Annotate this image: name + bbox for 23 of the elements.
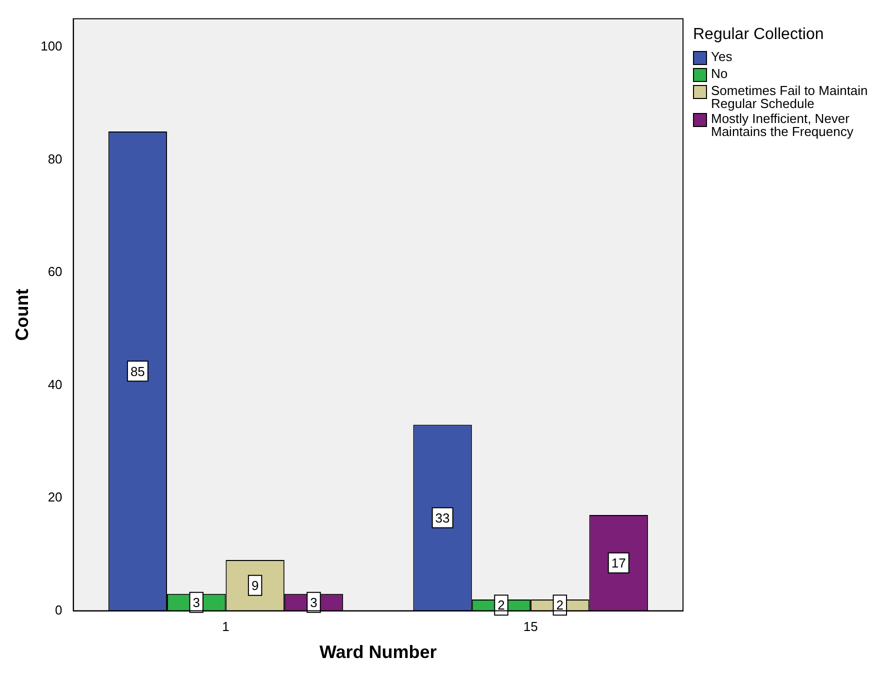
data-label: 9: [251, 578, 259, 594]
y-tick-label: 100: [40, 38, 62, 54]
y-tick-label: 60: [48, 264, 62, 280]
legend-label: No: [711, 66, 728, 81]
data-label: 2: [556, 598, 564, 613]
data-label: 17: [611, 555, 626, 570]
x-tick-label: 1: [222, 619, 230, 634]
legend-title: Regular Collection: [693, 26, 825, 44]
y-tick-label: 0: [55, 602, 62, 618]
legend-label: Mostly Inefficient, Never Maintains the Frequency: [711, 111, 854, 139]
x-tick-label: 15: [523, 619, 538, 634]
y-axis-title: Count: [12, 288, 32, 341]
data-label: 85: [130, 364, 145, 379]
data-label: 3: [310, 594, 318, 610]
data-label: 2: [498, 598, 505, 613]
data-label: 3: [192, 594, 200, 610]
x-axis-title: Ward Number: [319, 642, 437, 662]
legend-label: Yes: [711, 49, 732, 64]
y-tick-label: 40: [48, 376, 62, 392]
y-tick-label: 80: [48, 151, 62, 166]
legend-label: Sometimes Fail to Maintain Regular Schedule: [711, 83, 869, 111]
data-label: 33: [435, 510, 450, 526]
y-tick-label: 20: [48, 490, 62, 505]
